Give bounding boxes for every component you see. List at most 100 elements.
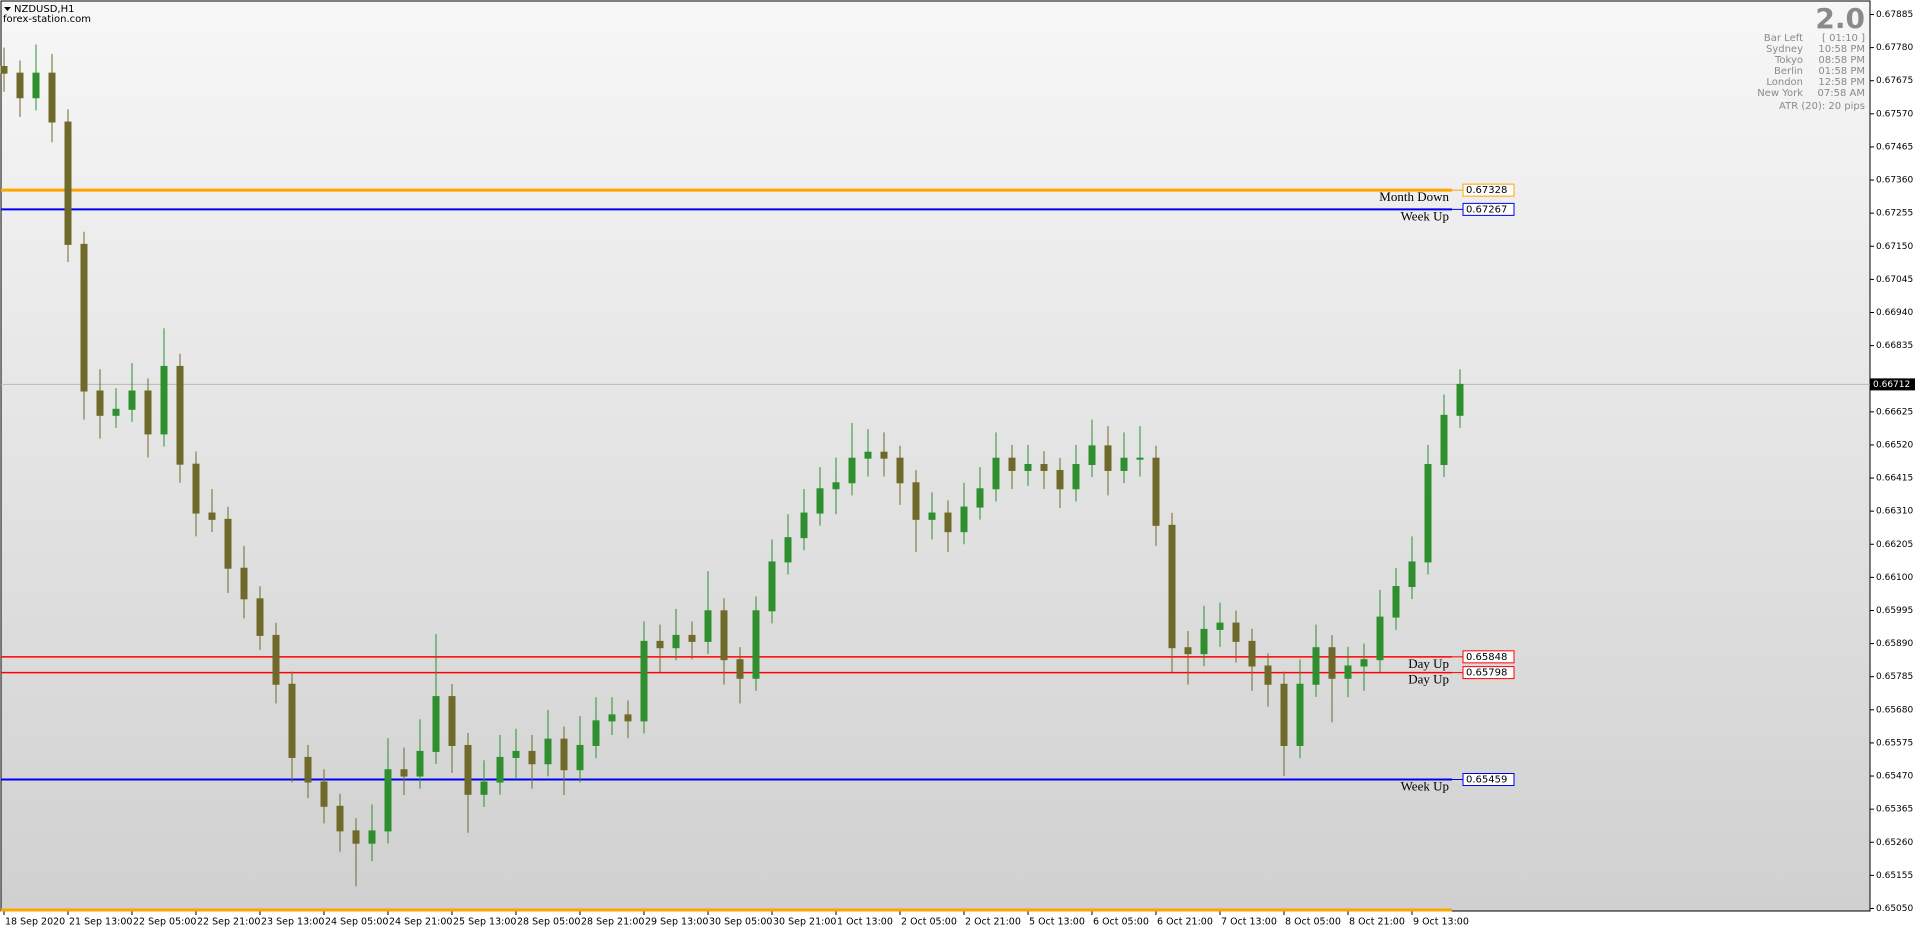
candle-body	[1136, 457, 1144, 460]
candle-body	[512, 750, 520, 758]
candle-body	[1200, 628, 1208, 655]
y-tick-label: 0.66940	[1876, 308, 1913, 318]
candle-body	[1440, 414, 1448, 465]
candle-body	[1408, 561, 1416, 588]
level-price-box	[1462, 650, 1515, 664]
x-tick-label: 30 Sep 21:00	[773, 917, 836, 928]
y-tick-label: 0.65890	[1876, 639, 1913, 649]
candle-body	[992, 457, 1000, 490]
candle-body	[144, 390, 152, 435]
candle-body	[368, 830, 376, 844]
y-tick-label: 0.67465	[1876, 142, 1913, 152]
candle-body	[416, 750, 424, 777]
atr: ATR (20): 20 pips	[1779, 101, 1865, 112]
level-name: Week Up	[1401, 778, 1449, 793]
candle-body	[880, 451, 888, 459]
x-tick-label: 8 Oct 05:00	[1285, 917, 1341, 928]
level-price-box	[1462, 666, 1515, 680]
candle-body	[800, 512, 808, 539]
chart-title: NZDUSD,H1	[14, 4, 74, 15]
candle-body	[128, 390, 136, 410]
x-tick-label: 7 Oct 13:00	[1221, 917, 1277, 928]
candle-body	[560, 738, 568, 771]
chart-subtitle: forex-station.com	[3, 14, 91, 25]
info-value: 07:58 AM	[1818, 88, 1865, 99]
y-tick-label: 0.67045	[1876, 275, 1913, 285]
info-label: Sydney	[1766, 44, 1803, 55]
candle-body	[192, 463, 200, 514]
y-tick-label: 0.65995	[1876, 606, 1913, 616]
x-tick-label: 21 Sep 13:00	[69, 917, 132, 928]
y-tick-label: 0.65050	[1876, 904, 1913, 914]
y-tick-label: 0.65365	[1876, 805, 1913, 815]
x-tick-label: 8 Oct 21:00	[1349, 917, 1405, 928]
candle-body	[336, 805, 344, 832]
candle-body	[944, 512, 952, 533]
candle-body	[1264, 665, 1272, 685]
candle-body	[1424, 463, 1432, 563]
candle-body	[656, 640, 664, 649]
x-tick-label: 23 Sep 13:00	[261, 917, 324, 928]
candle-body	[1040, 463, 1048, 471]
candle-body	[1008, 457, 1016, 471]
candle-body	[96, 390, 104, 416]
y-tick-label: 0.65785	[1876, 672, 1913, 682]
candle-body	[32, 72, 40, 99]
y-tick-label: 0.65470	[1876, 772, 1913, 782]
candle-body	[16, 72, 24, 99]
x-tick-label: 6 Oct 21:00	[1157, 917, 1213, 928]
candle-body	[768, 561, 776, 612]
candle-body	[80, 243, 88, 392]
candle-body	[896, 457, 904, 484]
menu-icon[interactable]	[4, 7, 11, 11]
x-tick-label: 24 Sep 21:00	[389, 917, 452, 928]
candle-body	[432, 696, 440, 752]
candle-body	[960, 506, 968, 533]
y-tick-label: 0.66205	[1876, 540, 1913, 550]
level-price: 0.67267	[1466, 204, 1507, 215]
y-tick-label: 0.67780	[1876, 43, 1913, 53]
plot-area	[0, 0, 1871, 912]
level-price-box	[1462, 773, 1515, 787]
candle-body	[48, 72, 56, 123]
candle-body	[1312, 647, 1320, 685]
x-tick-label: 1 Oct 13:00	[837, 917, 893, 928]
y-tick-label: 0.65260	[1876, 838, 1913, 848]
candle-body	[112, 408, 120, 416]
x-tick-label: 9 Oct 13:00	[1413, 917, 1469, 928]
y-tick-label: 0.66100	[1876, 573, 1913, 583]
candle-body	[1056, 469, 1064, 490]
y-tick-label: 0.65575	[1876, 738, 1913, 748]
info-label: Berlin	[1774, 66, 1803, 77]
candle-body	[640, 640, 648, 722]
x-tick-label: 29 Sep 13:00	[645, 917, 708, 928]
x-tick-label: 22 Sep 05:00	[133, 917, 196, 928]
level-price: 0.65798	[1466, 668, 1507, 679]
candle-body	[672, 634, 680, 649]
info-label: London	[1766, 77, 1803, 88]
candle-body	[688, 634, 696, 642]
level-price: 0.67328	[1466, 185, 1507, 196]
candle-body	[608, 714, 616, 722]
level-price-box	[1462, 183, 1515, 197]
info-value: 08:58 PM	[1818, 55, 1865, 66]
candle-body	[1168, 524, 1176, 649]
candle-body	[1456, 383, 1464, 416]
candle-body	[928, 512, 936, 520]
candle-body	[464, 744, 472, 795]
candle-body	[1216, 622, 1224, 630]
candle-body	[1392, 586, 1400, 618]
candle-body	[576, 744, 584, 771]
x-tick-label: 24 Sep 05:00	[325, 917, 388, 928]
x-tick-label: 25 Sep 13:00	[453, 917, 516, 928]
version: 2.0	[1815, 2, 1865, 35]
candle-body	[160, 365, 168, 435]
level-price: 0.65459	[1466, 775, 1507, 786]
candle-body	[384, 769, 392, 832]
candle-body	[848, 457, 856, 484]
candle-body	[816, 488, 824, 514]
candle-body	[1376, 616, 1384, 661]
level-name: Day Up	[1408, 656, 1449, 671]
y-tick-label: 0.67675	[1876, 76, 1913, 86]
